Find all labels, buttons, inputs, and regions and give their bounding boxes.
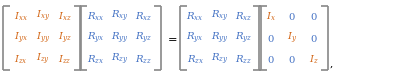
Text: $R_{yy}$: $R_{yy}$ [211, 30, 228, 46]
Text: $I_{yy}$: $I_{yy}$ [36, 30, 50, 46]
Text: $R_{xz}$: $R_{xz}$ [135, 10, 153, 23]
Text: $R_{zz}$: $R_{zz}$ [135, 53, 152, 66]
Text: $I_{xz}$: $I_{xz}$ [58, 10, 72, 23]
Text: $R_{xz}$: $R_{xz}$ [235, 10, 253, 23]
Text: $I_x$: $I_x$ [266, 10, 276, 23]
Text: $0$: $0$ [288, 54, 296, 65]
Text: $I_{yx}$: $I_{yx}$ [14, 30, 28, 46]
Text: $0$: $0$ [267, 54, 275, 65]
Text: $0$: $0$ [288, 11, 296, 22]
Text: $0$: $0$ [310, 33, 318, 43]
Text: $I_y$: $I_y$ [287, 30, 297, 46]
Text: $I_{xy}$: $I_{xy}$ [36, 9, 50, 24]
Text: $I_z$: $I_z$ [309, 53, 319, 66]
Text: $I_{xx}$: $I_{xx}$ [14, 10, 28, 23]
Text: $R_{zz}$: $R_{zz}$ [235, 53, 252, 66]
Text: $=$: $=$ [164, 33, 177, 43]
Text: $I_{yz}$: $I_{yz}$ [58, 30, 72, 46]
Text: $,$: $,$ [329, 60, 334, 70]
Text: $R_{yx}$: $R_{yx}$ [186, 30, 204, 46]
Text: $R_{zy}$: $R_{zy}$ [111, 52, 128, 67]
Text: $R_{zy}$: $R_{zy}$ [211, 52, 228, 67]
Text: $I_{zz}$: $I_{zz}$ [59, 53, 72, 66]
Text: $R_{zx}$: $R_{zx}$ [187, 53, 204, 66]
Text: $R_{yx}$: $R_{yx}$ [87, 30, 104, 46]
Text: $R_{yz}$: $R_{yz}$ [235, 30, 253, 46]
Text: $R_{yy}$: $R_{yy}$ [111, 30, 128, 46]
Text: $I_{zx}$: $I_{zx}$ [14, 53, 28, 66]
Text: $R_{zx}$: $R_{zx}$ [87, 53, 104, 66]
Text: $I_{zy}$: $I_{zy}$ [36, 52, 50, 67]
Text: $R_{xx}$: $R_{xx}$ [87, 10, 104, 23]
Text: $0$: $0$ [267, 33, 275, 43]
Text: $R_{yz}$: $R_{yz}$ [135, 30, 153, 46]
Text: $R_{xy}$: $R_{xy}$ [111, 9, 128, 24]
Text: $R_{xy}$: $R_{xy}$ [211, 9, 228, 24]
Text: $0$: $0$ [310, 11, 318, 22]
Text: $R_{xx}$: $R_{xx}$ [186, 10, 204, 23]
